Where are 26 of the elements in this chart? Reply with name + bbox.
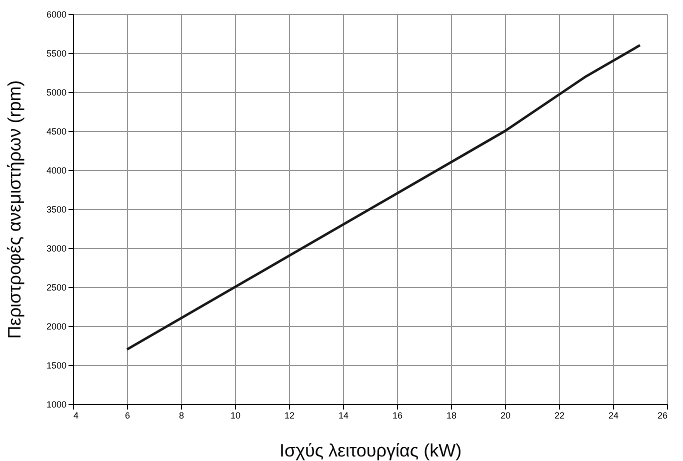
y-tick-label: 5000	[46, 88, 66, 98]
x-tick-label: 16	[392, 410, 403, 420]
x-tick-label: 22	[554, 410, 565, 420]
x-tick-label: 4	[74, 410, 79, 420]
y-tick-label: 1000	[46, 400, 66, 410]
y-axis-title: Περιστροφές ανεμιστήρων (rpm)	[4, 80, 24, 339]
x-tick-label: 8	[178, 410, 184, 420]
x-tick-label: 6	[124, 410, 130, 420]
y-tick-label: 4000	[46, 166, 66, 176]
x-tick-label: 18	[446, 410, 457, 420]
y-tick-label: 2000	[46, 322, 66, 332]
y-tick-label: 3500	[46, 204, 66, 214]
y-tick-label: 6000	[46, 10, 66, 20]
y-tick-label: 4500	[46, 126, 66, 136]
x-tick-label: 10	[230, 410, 241, 420]
x-tick-label: 24	[608, 410, 619, 420]
line-series	[126, 44, 642, 351]
x-tick-label: 12	[284, 410, 295, 420]
y-tick-label: 2500	[46, 282, 66, 292]
x-axis-title: Ισχύς λειτουργίας (kW)	[279, 440, 462, 460]
y-tick-label: 5500	[46, 48, 66, 58]
x-tick-label: 26	[657, 410, 668, 420]
x-tick-label: 20	[500, 410, 511, 420]
x-tick-label: 14	[338, 410, 349, 420]
y-tick-label: 1500	[46, 360, 66, 370]
y-tick-label: 3000	[46, 244, 66, 254]
